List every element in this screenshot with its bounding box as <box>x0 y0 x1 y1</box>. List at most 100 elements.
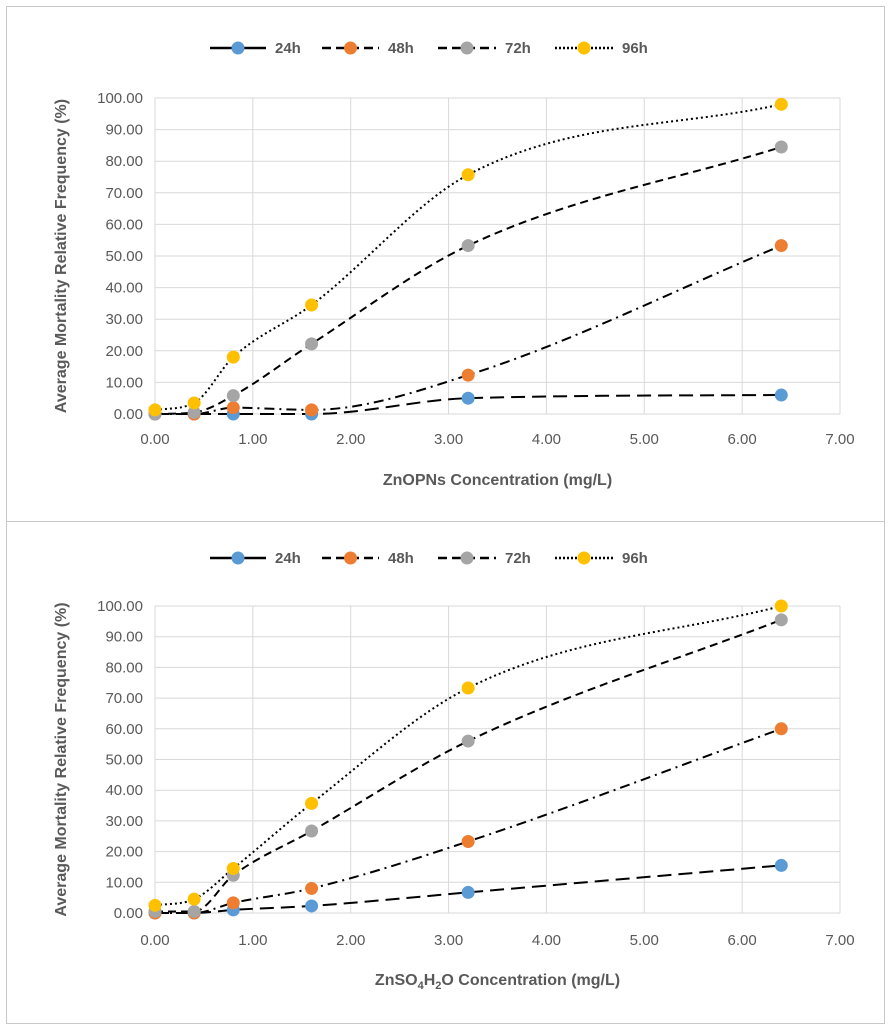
y-tick-label: 50.00 <box>105 248 143 265</box>
data-point-96h <box>774 97 788 111</box>
data-point-24h <box>774 388 788 402</box>
x-tick-label: 0.00 <box>140 431 169 448</box>
data-point-48h <box>461 368 475 382</box>
legend-label-24h: 24h <box>275 40 301 57</box>
y-tick-label: 40.00 <box>105 280 143 297</box>
y-tick-label: 90.00 <box>105 122 143 139</box>
series-line-24h <box>154 394 782 415</box>
x-tick-label: 6.00 <box>728 431 757 448</box>
legend-marker-48h <box>344 41 357 55</box>
x-tick-label: 0.00 <box>140 932 169 949</box>
y-axis-title: Average Mortality Relative Frequency (%) <box>53 99 70 413</box>
data-point-72h <box>305 824 319 838</box>
x-tick-label: 3.00 <box>434 431 463 448</box>
series-line-96h <box>154 605 782 907</box>
legend-marker-96h <box>577 41 591 55</box>
data-point-48h <box>226 401 240 415</box>
x-tick-label: 7.00 <box>825 932 854 949</box>
data-point-48h <box>226 896 240 910</box>
y-tick-label: 60.00 <box>105 721 143 738</box>
data-point-96h <box>226 350 240 364</box>
data-point-72h <box>461 239 475 253</box>
data-point-24h <box>305 899 319 913</box>
data-point-96h <box>461 168 475 182</box>
series-line-24h <box>155 864 782 914</box>
legend-label-24h: 24h <box>275 550 301 567</box>
data-point-72h <box>226 389 240 403</box>
chart-znopns: 0.00 10.00 20.00 30.00 40.00 50.00 60.00 70.00 8… <box>53 40 855 489</box>
data-point-72h <box>461 734 475 748</box>
data-point-96h <box>148 403 162 417</box>
data-point-96h <box>774 599 788 613</box>
x-axis-title: ZnOPNs Concentration (mg/L) <box>383 472 612 489</box>
series-line-72h <box>154 618 782 913</box>
x-tick-label: 5.00 <box>630 431 659 448</box>
x-tick-label: 6.00 <box>728 932 757 949</box>
legend-label-48h: 48h <box>388 40 414 57</box>
legend-label-72h: 72h <box>505 40 531 57</box>
data-point-24h <box>774 858 788 872</box>
legend-marker-48h <box>344 551 357 565</box>
y-tick-label: 70.00 <box>105 185 143 202</box>
legend-marker-24h <box>231 551 245 565</box>
legend-marker-96h <box>577 551 591 565</box>
legend-label-96h: 96h <box>622 40 648 57</box>
data-point-72h <box>774 613 788 627</box>
data-point-96h <box>187 396 201 410</box>
x-tick-label: 2.00 <box>336 431 365 448</box>
series-line-96h <box>154 103 782 411</box>
data-point-96h <box>148 898 162 912</box>
y-axis-title: Average Mortality Relative Frequency (%) <box>53 602 70 916</box>
legend-marker-72h <box>460 551 474 565</box>
data-point-48h <box>774 239 788 253</box>
x-tick-label: 7.00 <box>825 431 854 448</box>
data-point-72h <box>774 140 788 154</box>
legend-marker-24h <box>231 41 245 55</box>
legend-label-72h: 72h <box>505 550 531 567</box>
y-tick-label: 100.00 <box>97 90 143 107</box>
figure-frame <box>6 6 885 1024</box>
data-point-96h <box>305 796 319 810</box>
y-tick-label: 60.00 <box>105 216 143 233</box>
y-tick-label: 100.00 <box>97 598 143 615</box>
data-point-72h <box>187 904 201 918</box>
legend-label-48h: 48h <box>388 550 414 567</box>
y-tick-label: 80.00 <box>105 659 143 676</box>
data-point-24h <box>461 391 475 405</box>
x-tick-label: 2.00 <box>336 932 365 949</box>
x-tick-label: 4.00 <box>532 431 561 448</box>
x-tick-label: 3.00 <box>434 932 463 949</box>
legend-marker-72h <box>460 41 474 55</box>
data-point-72h <box>187 405 201 419</box>
chart-znso4h2o: 0.00 10.00 20.00 30.00 40.00 50.00 60.00 70.00 8… <box>53 550 855 992</box>
data-point-96h <box>187 892 201 906</box>
data-point-48h <box>305 881 319 895</box>
y-tick-label: 80.00 <box>105 153 143 170</box>
panel-divider <box>6 521 885 522</box>
x-tick-label: 1.00 <box>238 932 267 949</box>
y-tick-label: 30.00 <box>105 813 143 830</box>
y-tick-label: 20.00 <box>105 343 143 360</box>
y-tick-label: 10.00 <box>105 374 143 391</box>
data-point-48h <box>305 403 319 417</box>
data-point-96h <box>305 298 319 312</box>
x-tick-label: 5.00 <box>630 932 659 949</box>
y-tick-label: 40.00 <box>105 782 143 799</box>
x-tick-label: 1.00 <box>238 431 267 448</box>
y-tick-label: 30.00 <box>105 311 143 328</box>
data-point-48h <box>461 834 475 848</box>
x-axis-title: ZnSO4H2O Concentration (mg/L) <box>375 972 620 992</box>
y-tick-label: 0.00 <box>114 406 143 423</box>
data-point-72h <box>305 337 319 351</box>
data-point-96h <box>461 681 475 695</box>
series-line-48h <box>154 244 782 415</box>
series-line-48h <box>155 727 782 914</box>
y-tick-label: 10.00 <box>105 874 143 891</box>
y-tick-label: 20.00 <box>105 844 143 861</box>
x-tick-label: 4.00 <box>532 932 561 949</box>
data-point-24h <box>461 885 475 899</box>
y-tick-label: 70.00 <box>105 690 143 707</box>
y-tick-label: 0.00 <box>114 905 143 922</box>
y-tick-label: 50.00 <box>105 752 143 769</box>
data-point-96h <box>226 861 240 875</box>
